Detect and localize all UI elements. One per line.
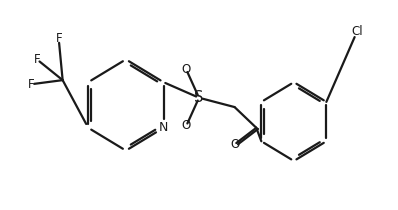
Text: Cl: Cl	[351, 25, 363, 38]
Text: F: F	[34, 53, 40, 66]
Text: O: O	[230, 138, 239, 151]
Text: O: O	[182, 119, 191, 132]
Text: O: O	[182, 63, 191, 76]
Text: F: F	[55, 32, 62, 45]
Text: F: F	[28, 78, 34, 91]
Text: S: S	[194, 90, 204, 105]
Text: N: N	[159, 121, 168, 134]
